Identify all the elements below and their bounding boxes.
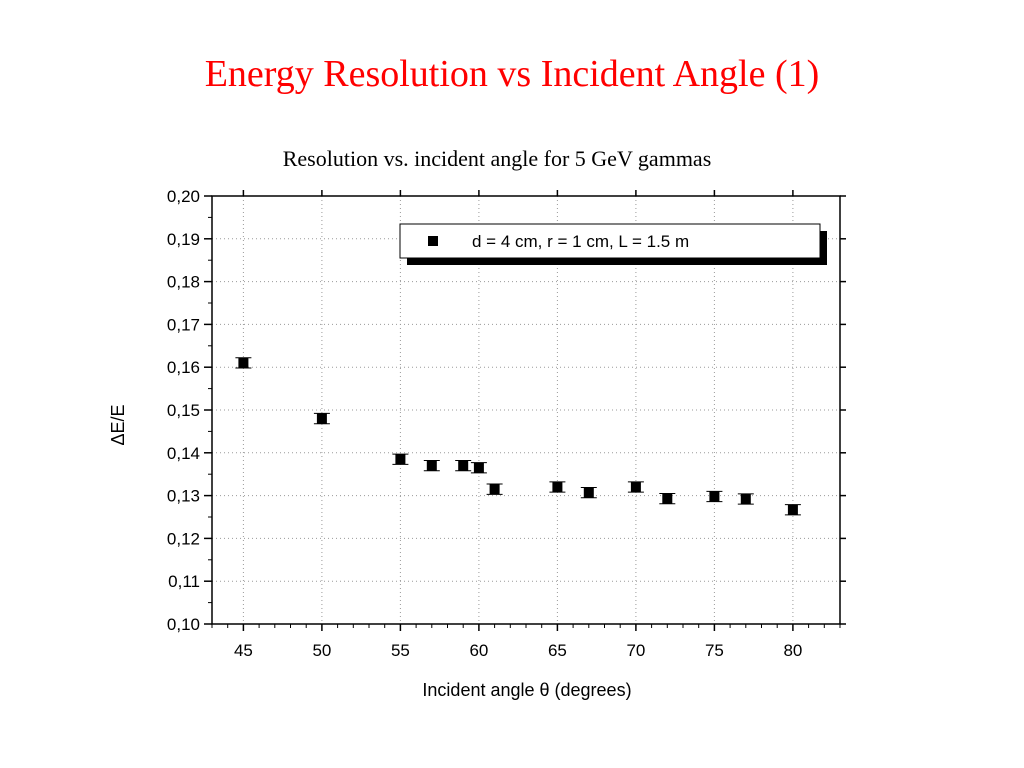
y-tick-label: 0,18 [167, 273, 200, 292]
data-point [549, 481, 566, 493]
data-point [737, 493, 754, 505]
y-tick-label: 0,12 [167, 529, 200, 548]
y-axis-label: ΔE/E [108, 404, 128, 445]
data-point [627, 481, 644, 493]
axis-ticks [204, 190, 846, 631]
y-tick-label: 0,15 [167, 401, 200, 420]
data-marker [395, 454, 406, 465]
y-tick-label: 0,10 [167, 615, 200, 634]
x-tick-label: 70 [626, 641, 645, 660]
data-point [392, 453, 409, 465]
x-tick-label: 75 [705, 641, 724, 660]
y-tick-label: 0,19 [167, 230, 200, 249]
y-tick-label: 0,13 [167, 487, 200, 506]
x-tick-label: 60 [469, 641, 488, 660]
data-marker [552, 482, 563, 493]
data-point [455, 460, 472, 472]
data-marker [740, 494, 751, 505]
data-points [235, 357, 801, 516]
y-tick-label: 0,20 [167, 187, 200, 206]
x-tick-label: 65 [548, 641, 567, 660]
data-point [580, 486, 597, 499]
data-marker [583, 487, 594, 498]
data-point [313, 412, 330, 425]
data-marker [238, 357, 249, 368]
data-point [470, 462, 487, 474]
data-marker [316, 413, 327, 424]
data-marker [426, 460, 437, 471]
data-marker [473, 462, 484, 473]
x-tick-label: 50 [312, 641, 331, 660]
data-point [486, 483, 503, 495]
data-point [659, 492, 676, 505]
data-marker [489, 484, 500, 495]
y-tick-label: 0,14 [167, 444, 200, 463]
legend: d = 4 cm, r = 1 cm, L = 1.5 m [399, 223, 827, 265]
data-point [423, 460, 440, 472]
data-marker [709, 491, 720, 502]
y-tick-label: 0,17 [167, 315, 200, 334]
y-tick-label: 0,11 [168, 572, 200, 591]
legend-label: d = 4 cm, r = 1 cm, L = 1.5 m [472, 232, 689, 251]
data-marker [662, 493, 673, 504]
legend-box [399, 223, 821, 259]
x-tick-label: 55 [391, 641, 410, 660]
legend-marker [428, 236, 438, 246]
data-marker [630, 482, 641, 493]
x-axis-label: Incident angle θ (degrees) [422, 680, 631, 700]
grid [212, 196, 840, 624]
data-point [235, 357, 252, 369]
data-point [706, 490, 723, 503]
slide-title: Energy Resolution vs Incident Angle (1) [204, 53, 820, 95]
chart-title: Resolution vs. incident angle for 5 GeV … [283, 146, 712, 171]
data-marker [787, 504, 798, 515]
y-tick-label: 0,16 [167, 358, 200, 377]
x-tick-label: 45 [234, 641, 253, 660]
x-tick-label: 80 [783, 641, 802, 660]
data-point [784, 504, 801, 516]
data-marker [458, 460, 469, 471]
tick-labels: 45 50 55 60 65 70 75 80 0,10 0,11 0,12 0,13 0,14 0,15… [167, 187, 802, 660]
